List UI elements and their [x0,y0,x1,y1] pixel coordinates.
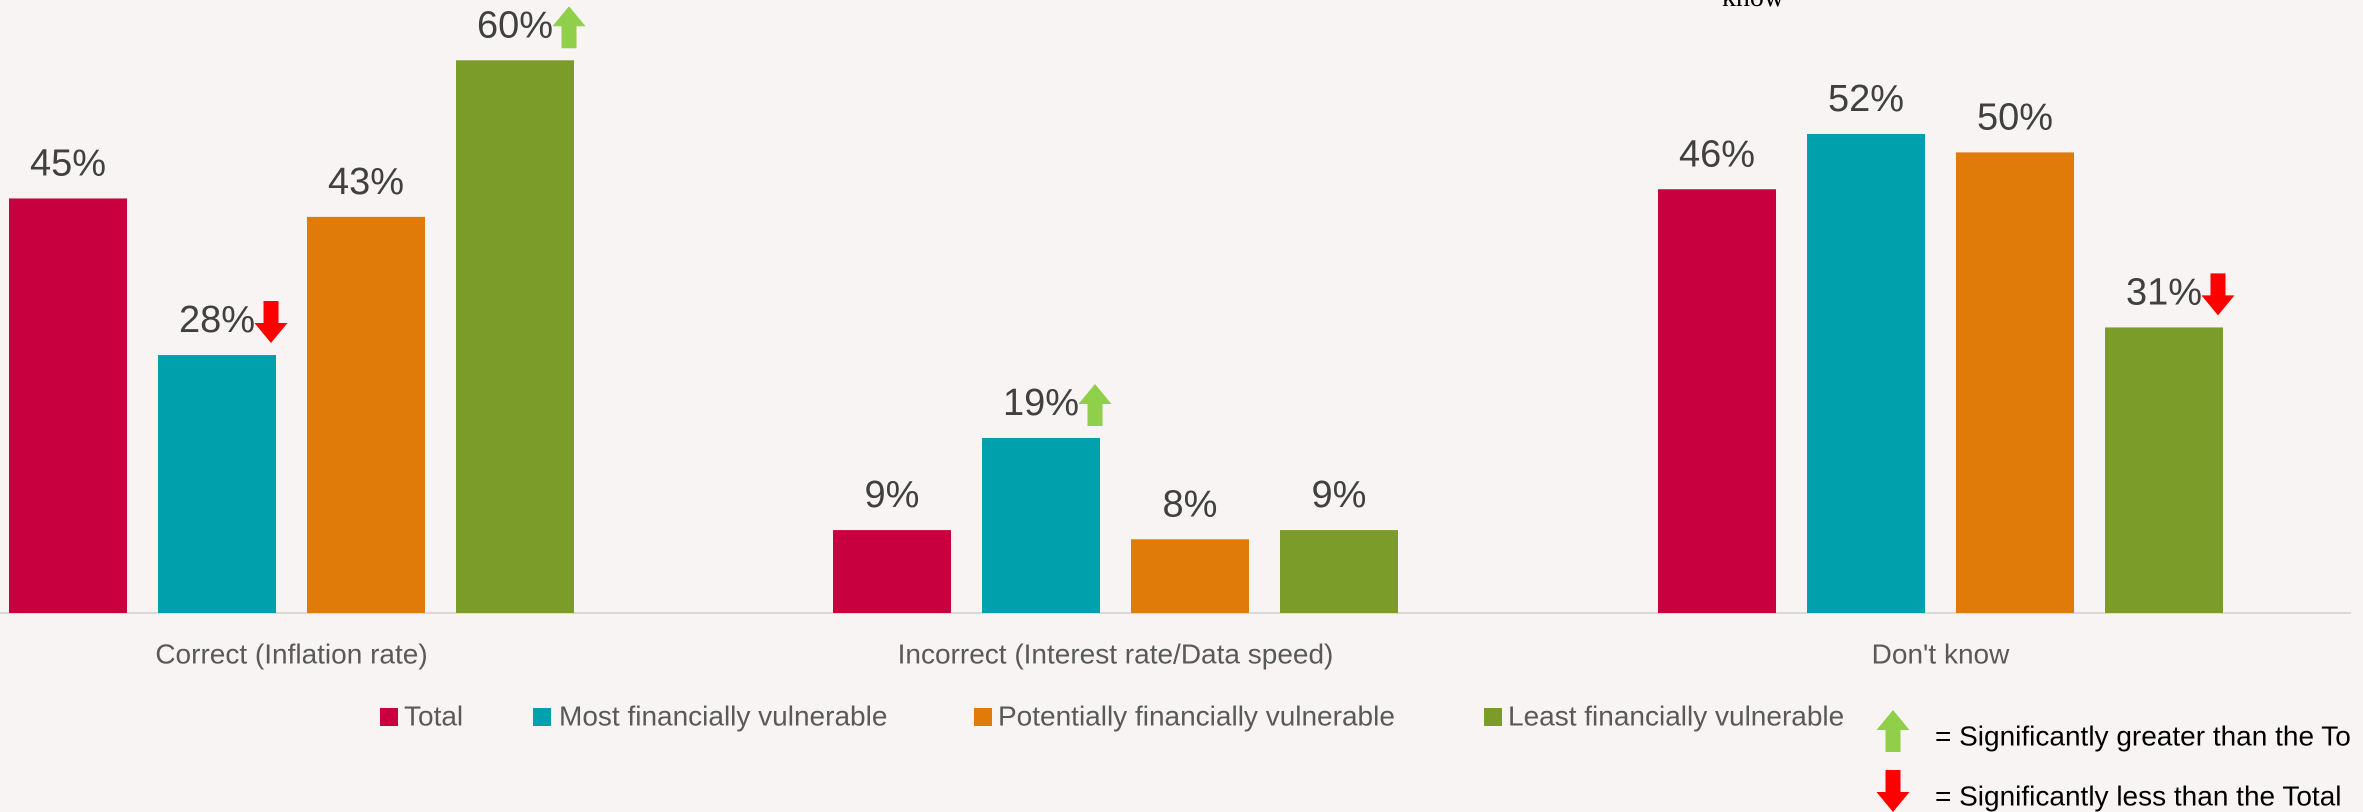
bar [307,216,425,613]
bar [1280,530,1398,613]
value-label: 19% [1003,382,1079,424]
bar [456,60,574,614]
x-tick-label: Don't know [1872,638,2010,669]
legend-label: Least financially vulnerable [1508,700,1844,731]
legend-arrow [1876,710,1910,752]
bar [1807,133,1925,613]
legend-arrow [1876,770,1910,812]
value-label: 31% [2126,271,2202,313]
value-label: 9% [865,474,920,516]
significance-arrow [2201,273,2235,316]
legend-swatch [974,708,992,726]
value-label: 28% [179,299,255,341]
bar [1658,189,1776,613]
value-label: 45% [30,142,106,184]
bar [2105,327,2223,613]
value-label: 43% [328,161,404,203]
annotation: know [1722,0,1785,13]
legend-swatch [380,708,398,726]
legend-label: Total [404,700,463,731]
legend-swatch [1484,708,1502,726]
x-tick-label: Incorrect (Interest rate/Data speed) [898,638,1334,669]
bar [833,530,951,613]
x-tick-label: Correct (Inflation rate) [155,638,427,669]
significance-arrow [552,6,586,49]
bar [9,198,127,614]
bar [982,437,1100,613]
value-label: 46% [1679,133,1755,175]
bar [1956,152,2074,614]
legend-label: Most financially vulnerable [559,700,887,731]
legend-label: Potentially financially vulnerable [998,700,1395,731]
significance-arrow [254,301,288,344]
significance-arrow [1078,383,1112,426]
legend-note: = Significantly less than the Total [1935,780,2342,811]
value-label: 52% [1828,78,1904,120]
bar [158,355,276,613]
legend-note: = Significantly greater than the To [1935,720,2351,751]
value-label: 8% [1163,483,1218,525]
legend-swatch [533,708,551,726]
value-label: 60% [477,4,553,46]
bar [1131,539,1249,613]
value-label: 50% [1977,96,2053,138]
value-label: 9% [1312,474,1367,516]
